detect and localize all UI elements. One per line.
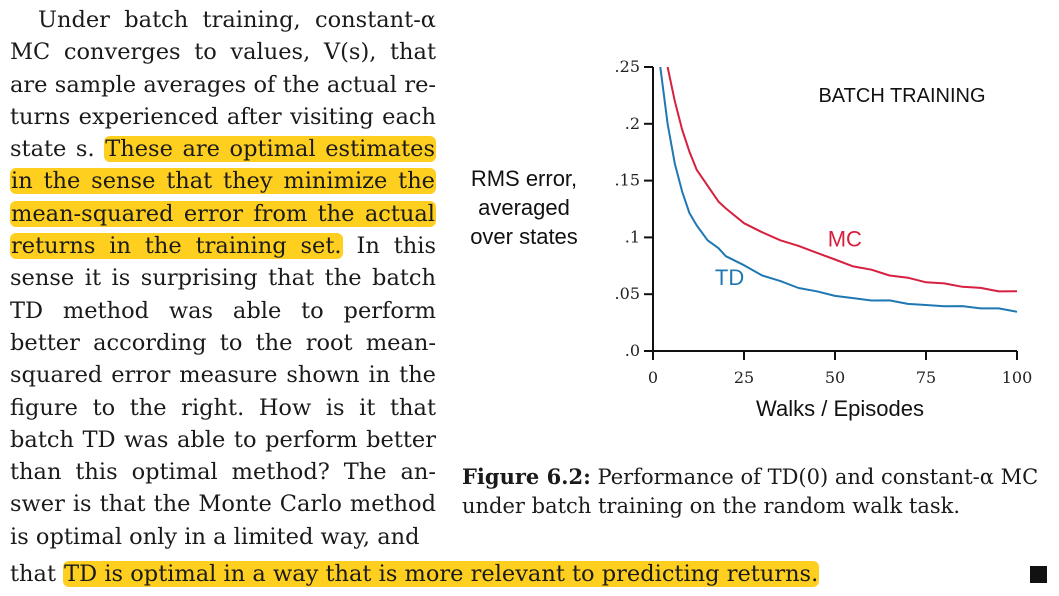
paragraph-line: figure to the right. How is it that [10, 394, 436, 421]
paragraph-line: in the sense that they minimize the [10, 165, 436, 197]
paragraph-line: mean-squared error from the actual [10, 198, 436, 230]
series-line-td [659, 66, 1018, 313]
paragraph-line: returns in the training set. In this [10, 230, 436, 262]
highlighted-text: These are optimal estimates [104, 136, 436, 163]
x-tick-label: 100 [1002, 368, 1033, 387]
x-tick-label: 0 [648, 368, 658, 387]
paragraph-line: better according to the root mean- [10, 329, 436, 356]
figure-caption: Figure 6.2: Performance of TD(0) and con… [462, 462, 1052, 521]
x-tick-label: 75 [916, 368, 936, 387]
series-label-mc: MC [828, 226, 862, 251]
paragraph-line: is optimal only in a limited way, and [10, 523, 420, 550]
body-paragraph: Under batch training, constant-α MC conve… [10, 4, 436, 553]
chart-title: BATCH TRAINING [818, 85, 985, 107]
y-tick-label: .2 [625, 114, 640, 133]
x-tick-label: 50 [825, 368, 845, 387]
paragraph-line: sense it is surprising that the batch [10, 265, 436, 292]
paragraph-line: turns experienced after visiting each [10, 103, 436, 130]
paragraph-line: MC converges to values, V(s), that [10, 39, 436, 66]
y-tick-label: .15 [615, 171, 640, 190]
paragraph-line: state s. These are optimal estimates [10, 133, 436, 165]
paragraph-line: Under batch training, constant-α [38, 7, 436, 33]
paragraph-final-line: that TD is optimal in a way that is more… [10, 558, 820, 590]
chart-y-axis-label: RMS error, averaged over states [470, 166, 578, 249]
highlighted-text: mean-squared error from the actual [10, 200, 436, 227]
paragraph-line: squared error measure shown in the [10, 362, 436, 389]
y-tick-label: .1 [625, 227, 640, 246]
figure-caption-label: Figure 6.2: [462, 464, 591, 489]
rms-error-chart: .0 .05 .1 .15 .2 .25 0 25 50 75 100 MC TD BATCH TRAIN… [615, 57, 1033, 387]
chart-x-axis-label: Walks / Episodes [756, 396, 924, 421]
final-line-highlight: TD is optimal in a way that is more rele… [63, 561, 820, 587]
paragraph-line: swer is that the Monte Carlo method [10, 491, 436, 518]
final-line-prefix: that [10, 561, 64, 587]
figure-caption-text: Performance of TD(0) and constant-α MC u… [462, 465, 1039, 518]
end-of-proof-square [1030, 566, 1047, 583]
highlighted-text: in the sense that they minimize the [10, 168, 436, 195]
paragraph-line: TD method was able to perform [10, 297, 436, 324]
paragraph-line: than this optimal method? The an- [10, 459, 436, 486]
series-label-td: TD [715, 265, 744, 290]
line-text: In this [342, 233, 436, 260]
highlighted-text: returns in the training set. [10, 233, 343, 260]
paragraph-line: are sample averages of the actual re- [10, 71, 436, 98]
paragraph-line: batch TD was able to perform better [10, 426, 436, 453]
line-text: state s. [10, 136, 105, 163]
y-tick-label: .25 [615, 57, 640, 76]
series-line-mc [666, 66, 1018, 293]
y-tick-label: .0 [625, 341, 640, 360]
x-tick-label: 25 [734, 368, 754, 387]
y-tick-label: .05 [615, 284, 640, 303]
